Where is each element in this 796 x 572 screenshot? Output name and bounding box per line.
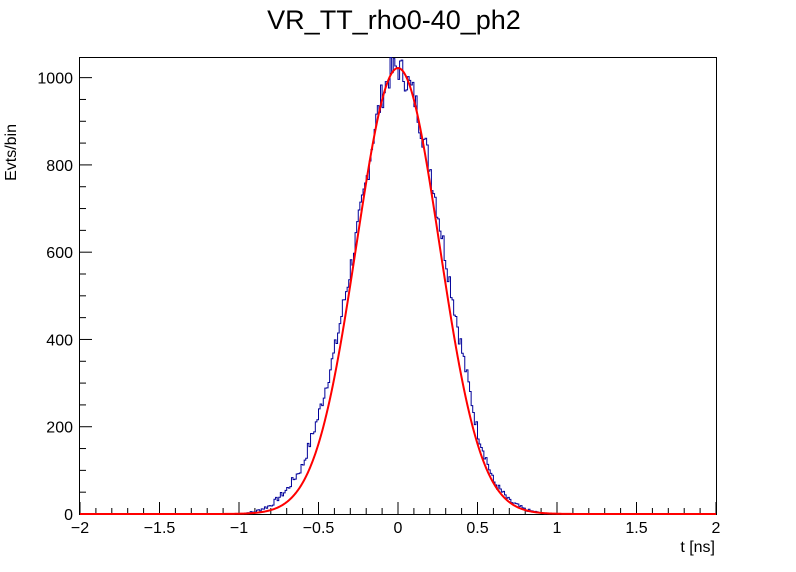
plot-area	[80, 57, 716, 515]
x-tick-label: 2	[712, 520, 721, 537]
chart-title: VR_TT_rho0-40_ph2	[267, 5, 521, 35]
x-tick-label: 1	[553, 520, 562, 537]
y-tick-label: 600	[46, 245, 73, 262]
x-tick-label: 0	[394, 520, 403, 537]
y-tick-label: 200	[46, 420, 73, 437]
x-tick-label: −0.5	[303, 520, 335, 537]
y-axis: 0 200 400 600 800 1000	[37, 71, 92, 524]
x-tick-label: 1.5	[625, 520, 647, 537]
y-tick-label: 400	[46, 332, 73, 349]
histogram-series	[80, 57, 716, 515]
x-tick-label: −1	[230, 520, 248, 537]
x-tick-label: −2	[71, 520, 89, 537]
x-axis-label: t [ns]	[680, 539, 715, 556]
x-axis: −2 −1.5 −1 −0.5 0 0.5 1 1.5 2	[71, 502, 721, 537]
fit-curve	[80, 67, 716, 515]
y-tick-label: 1000	[37, 71, 73, 88]
x-tick-label: −1.5	[144, 520, 176, 537]
x-tick-label: 0.5	[466, 520, 488, 537]
plot-frame	[79, 57, 717, 515]
y-tick-label: 0	[64, 507, 73, 524]
y-axis-label: Evts/bin	[3, 124, 20, 181]
y-tick-label: 800	[46, 158, 73, 175]
